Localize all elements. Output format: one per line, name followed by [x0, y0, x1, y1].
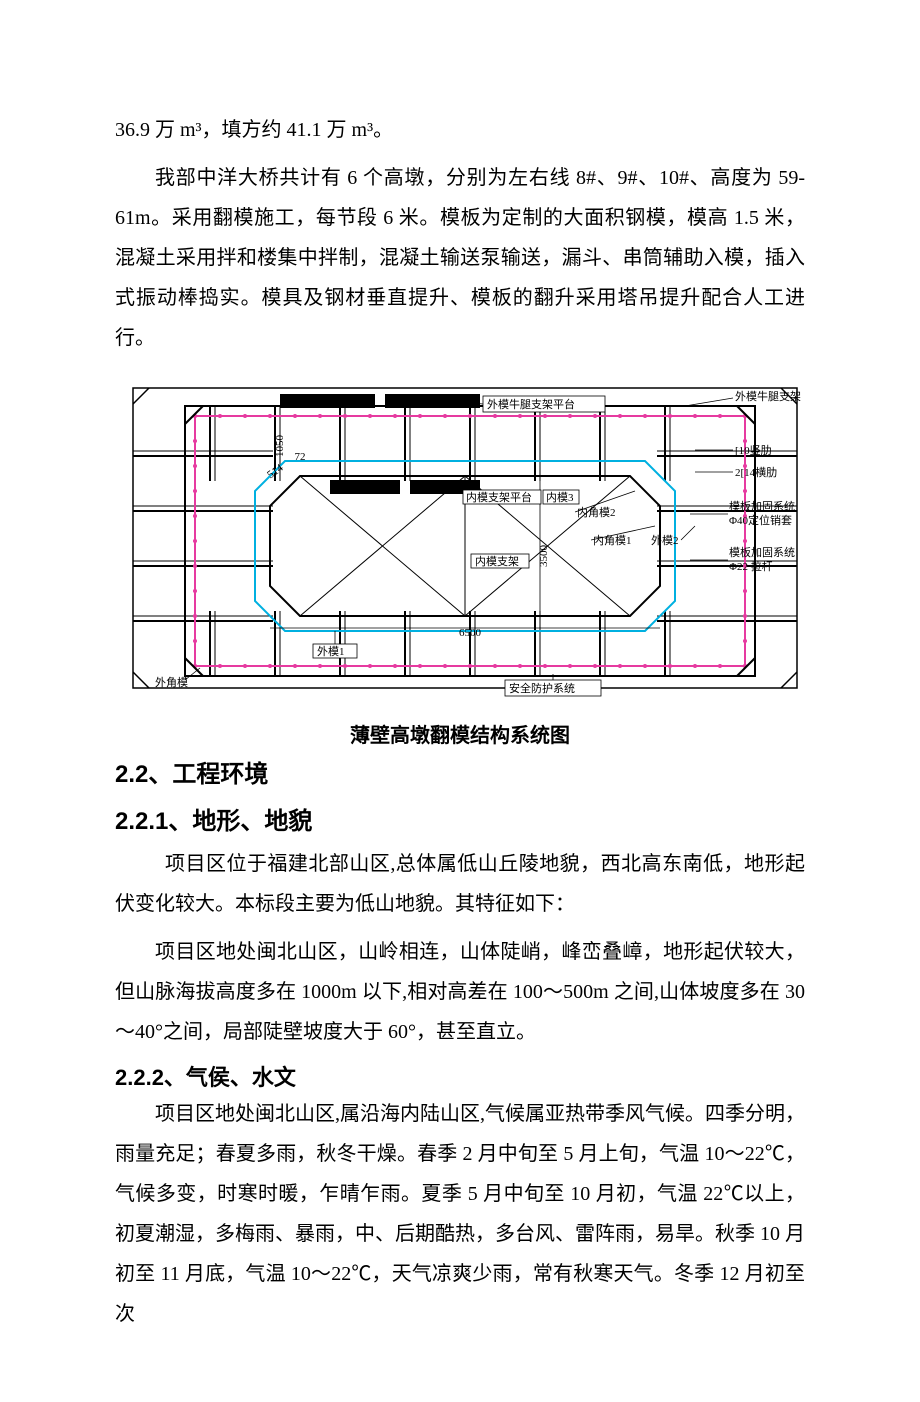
diagram-caption: 薄壁高墩翻模结构系统图	[115, 719, 805, 748]
svg-text:内模支架: 内模支架	[475, 554, 519, 568]
svg-text:72: 72	[295, 451, 306, 463]
svg-text:6500: 6500	[459, 627, 482, 639]
document-page: 36.9 万 m³，填方约 41.1 万 m³。 我部中洋大桥共计有 6 个高墩…	[0, 0, 920, 1402]
svg-text:外角模: 外角模	[155, 676, 188, 689]
paragraph: 项目区地处闽北山区,属沿海内陆山区,气候属亚热带季风气候。四季分明，雨量充足；春…	[115, 1094, 805, 1334]
heading-2-2-2: 2.2.2、气侯、水文	[115, 1060, 805, 1092]
svg-text:内角模2: 内角模2	[577, 505, 616, 519]
flipform-diagram: 72514105035006500外模牛腿支架平台外模牛腿支架[10竖肋2[14…	[115, 376, 805, 706]
svg-text:外模牛腿支架: 外模牛腿支架	[735, 389, 801, 403]
svg-text:2[14横肋: 2[14横肋	[735, 465, 777, 479]
svg-text:[10竖肋: [10竖肋	[735, 443, 772, 457]
paragraph: 项目区地处闽北山区，山岭相连，山体陡峭，峰峦叠嶂，地形起伏较大，但山脉海拔高度多…	[115, 932, 805, 1052]
svg-text:Φ22 拉杆: Φ22 拉杆	[729, 559, 773, 573]
svg-text:外模2: 外模2	[651, 534, 679, 547]
svg-text:内模3: 内模3	[546, 490, 574, 504]
paragraph-line: 36.9 万 m³，填方约 41.1 万 m³。	[115, 110, 805, 150]
svg-text:外模牛腿支架平台: 外模牛腿支架平台	[487, 397, 575, 411]
svg-text:模板加固系统: 模板加固系统	[729, 499, 795, 513]
svg-text:外模1: 外模1	[317, 645, 345, 658]
heading-2-2: 2.2、工程环境	[115, 754, 805, 789]
diagram-container: 72514105035006500外模牛腿支架平台外模牛腿支架[10竖肋2[14…	[115, 376, 805, 748]
svg-text:内模支架平台: 内模支架平台	[466, 490, 532, 504]
svg-text:模板加固系统: 模板加固系统	[729, 545, 795, 559]
paragraph: 我部中洋大桥共计有 6 个高墩，分别为左右线 8#、9#、10#、高度为 59-…	[115, 158, 805, 358]
svg-text:Φ40定位销套: Φ40定位销套	[729, 513, 792, 527]
heading-2-2-1: 2.2.1、地形、地貌	[115, 801, 805, 836]
svg-text:1050: 1050	[274, 435, 286, 458]
paragraph: 项目区位于福建北部山区,总体属低山丘陵地貌，西北高东南低，地形起伏变化较大。本标…	[115, 844, 805, 924]
svg-text:安全防护系统: 安全防护系统	[509, 681, 575, 695]
